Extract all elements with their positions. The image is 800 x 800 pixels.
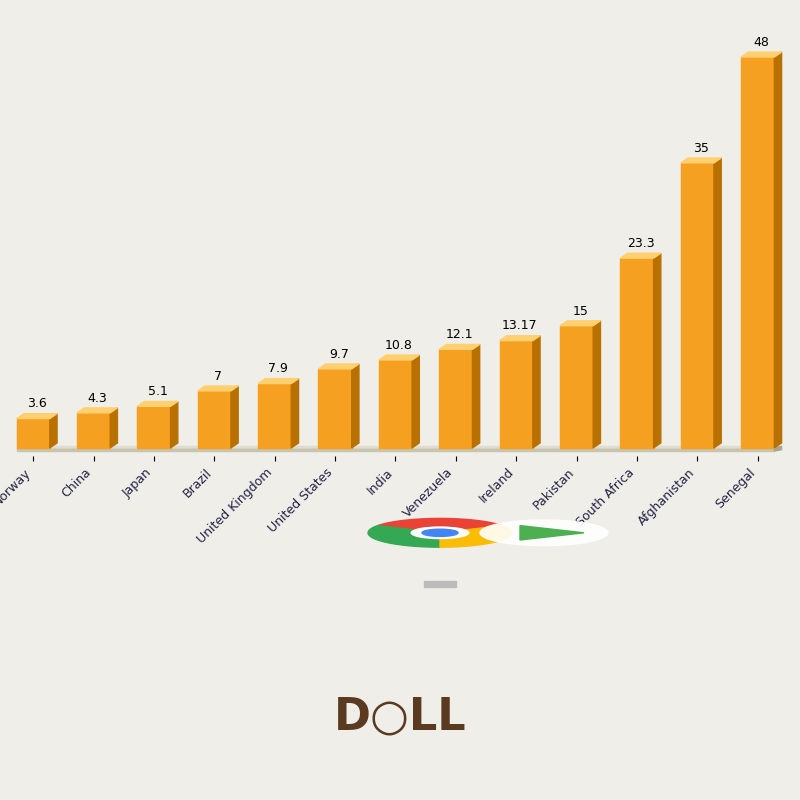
Text: 5.1: 5.1: [148, 385, 167, 398]
Polygon shape: [138, 406, 170, 448]
Polygon shape: [714, 158, 722, 448]
Polygon shape: [620, 258, 654, 448]
Polygon shape: [50, 414, 57, 448]
Polygon shape: [198, 386, 238, 391]
Polygon shape: [681, 158, 722, 163]
Text: 4.3: 4.3: [87, 392, 107, 405]
Polygon shape: [412, 355, 419, 448]
Polygon shape: [774, 52, 782, 448]
Text: 35: 35: [693, 142, 709, 154]
Polygon shape: [77, 413, 110, 448]
Polygon shape: [681, 163, 714, 448]
Polygon shape: [500, 341, 533, 448]
Polygon shape: [198, 391, 231, 448]
Polygon shape: [741, 52, 782, 57]
Text: 13.17: 13.17: [502, 319, 538, 333]
Text: D○LL: D○LL: [334, 696, 466, 738]
Polygon shape: [258, 378, 298, 383]
Circle shape: [411, 527, 469, 538]
Polygon shape: [318, 364, 359, 369]
Circle shape: [480, 520, 608, 546]
Polygon shape: [654, 254, 661, 448]
Polygon shape: [17, 448, 774, 451]
Polygon shape: [258, 383, 291, 448]
Polygon shape: [17, 414, 57, 418]
Text: 12.1: 12.1: [446, 328, 474, 341]
Text: 10.8: 10.8: [385, 338, 413, 352]
Polygon shape: [77, 408, 118, 413]
Polygon shape: [439, 350, 473, 448]
Text: 7: 7: [214, 370, 222, 382]
Polygon shape: [440, 526, 512, 547]
Polygon shape: [594, 321, 601, 448]
Circle shape: [422, 530, 458, 536]
Polygon shape: [741, 57, 774, 448]
Polygon shape: [379, 355, 419, 360]
Polygon shape: [352, 364, 359, 448]
Polygon shape: [379, 360, 412, 448]
Polygon shape: [424, 581, 456, 587]
Text: 7.9: 7.9: [269, 362, 288, 375]
Polygon shape: [318, 369, 352, 448]
Polygon shape: [17, 418, 50, 448]
Polygon shape: [560, 321, 601, 326]
Polygon shape: [620, 254, 661, 258]
Polygon shape: [368, 526, 440, 547]
Polygon shape: [533, 336, 540, 448]
Text: 23.3: 23.3: [626, 237, 654, 250]
Text: 3.6: 3.6: [27, 398, 46, 410]
Polygon shape: [439, 345, 480, 350]
Text: 15: 15: [572, 305, 588, 318]
Polygon shape: [520, 526, 584, 540]
Polygon shape: [378, 518, 502, 533]
Polygon shape: [500, 336, 540, 341]
Polygon shape: [170, 402, 178, 448]
Text: 48: 48: [754, 36, 770, 49]
Polygon shape: [138, 402, 178, 406]
Polygon shape: [560, 326, 594, 448]
Polygon shape: [473, 345, 480, 448]
Polygon shape: [17, 446, 782, 448]
Polygon shape: [291, 378, 298, 448]
Polygon shape: [231, 386, 238, 448]
Text: 9.7: 9.7: [329, 348, 349, 361]
Polygon shape: [774, 446, 782, 451]
Polygon shape: [110, 408, 118, 448]
